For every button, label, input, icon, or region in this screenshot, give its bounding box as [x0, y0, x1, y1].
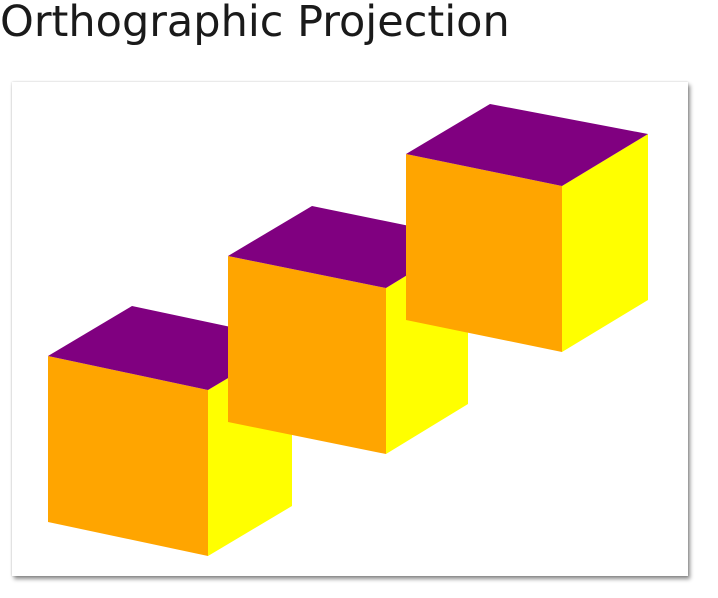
projection-illustration [48, 104, 648, 556]
cube-left-front-face [48, 356, 208, 556]
cube-right-top-face [406, 104, 648, 186]
projection-image-frame [12, 82, 688, 576]
cube-right [406, 104, 648, 352]
cube-right-side-face [562, 134, 648, 352]
cube-right-front-face [406, 154, 562, 352]
cube-middle-front-face [228, 256, 386, 454]
page-title: Orthographic Projection [0, 0, 510, 47]
